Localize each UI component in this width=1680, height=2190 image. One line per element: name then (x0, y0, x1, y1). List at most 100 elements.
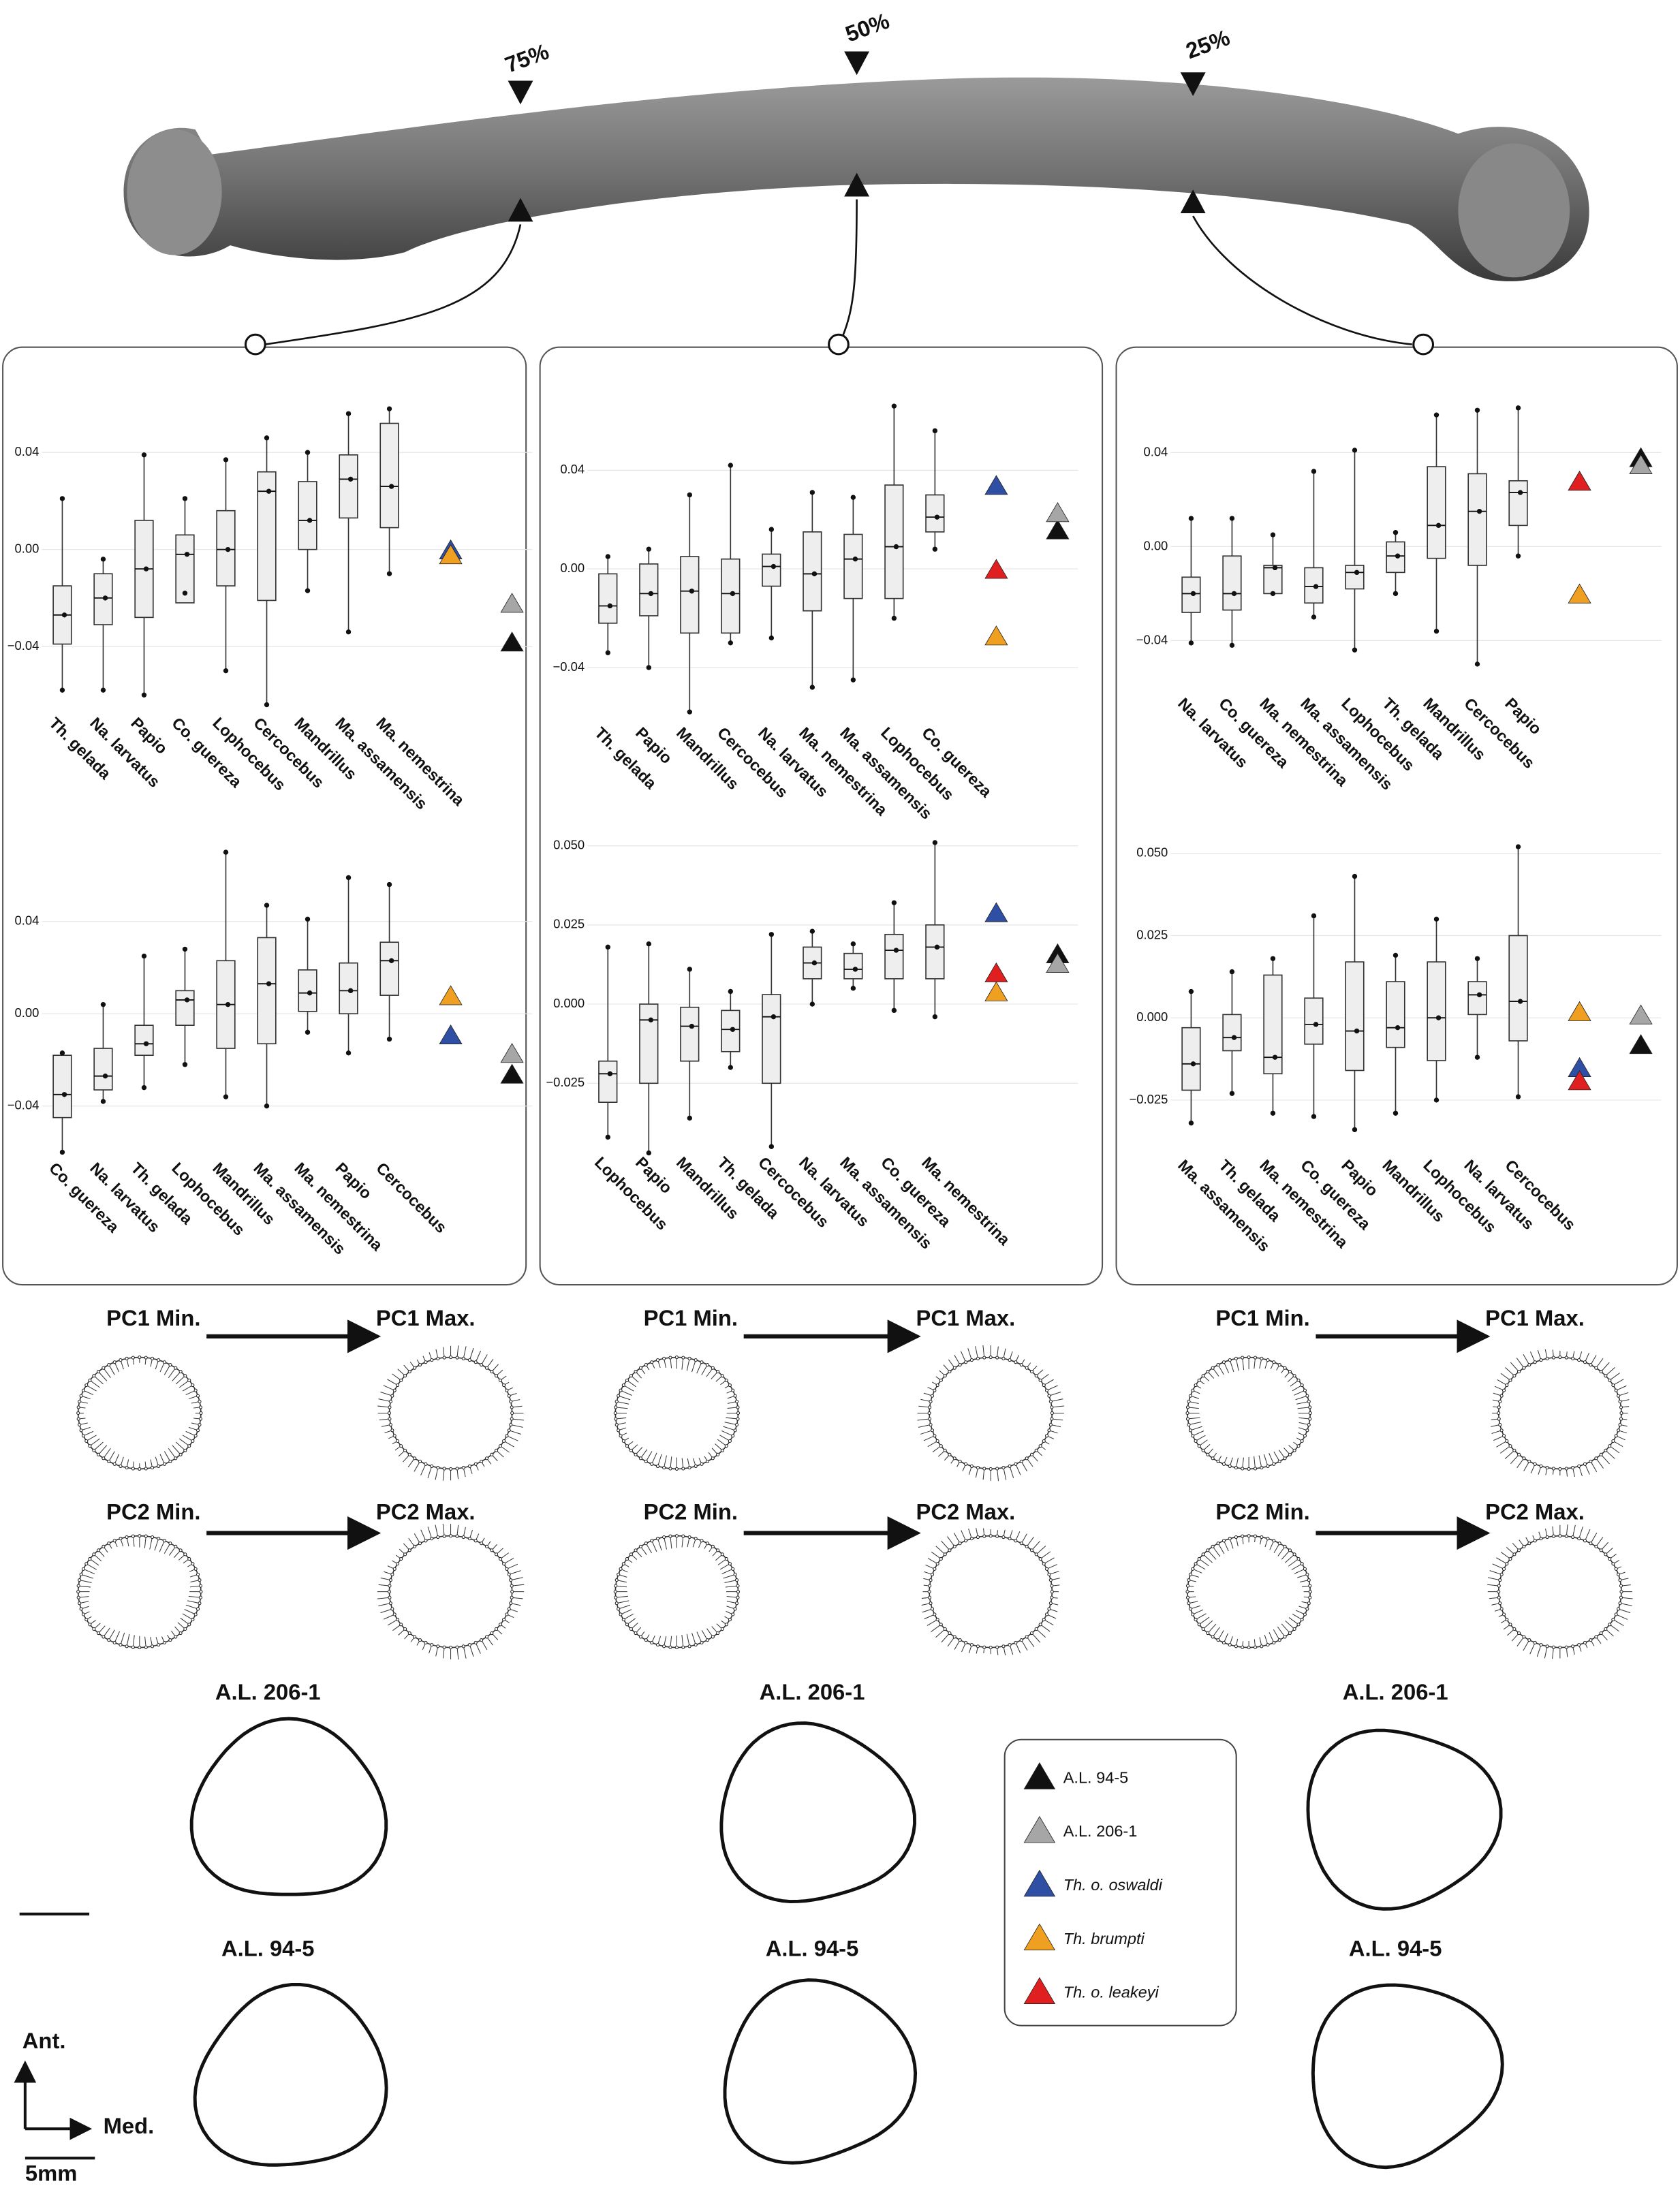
median-point (1190, 591, 1196, 597)
landmark (943, 1552, 947, 1557)
landmark (694, 1643, 698, 1647)
landmark (1308, 1595, 1312, 1599)
landmark (480, 1362, 484, 1367)
landmark (1188, 1428, 1192, 1433)
landmark (720, 1374, 724, 1378)
pc-label: PC2 Max. (1485, 1499, 1585, 1524)
vector (1510, 1362, 1519, 1372)
landmark (1617, 1607, 1621, 1611)
vector (947, 1636, 955, 1647)
landmark (1305, 1394, 1309, 1398)
vector (456, 1647, 459, 1660)
landmark (1272, 1462, 1276, 1466)
landmark (935, 1618, 939, 1622)
median-point (730, 1027, 736, 1032)
y-tick-label: −0.025 (1129, 1092, 1168, 1106)
landmark (442, 1534, 446, 1538)
landmark (388, 1595, 392, 1599)
vector (931, 1551, 942, 1559)
landmark (392, 1567, 396, 1571)
median-point (771, 563, 777, 569)
landmark (494, 1552, 499, 1557)
landmark (1277, 1638, 1281, 1642)
vector (719, 1435, 730, 1441)
vector (103, 1448, 111, 1459)
vector (935, 1546, 946, 1555)
landmark (119, 1358, 123, 1362)
landmark (705, 1362, 709, 1367)
extreme-point (100, 1099, 106, 1104)
vector (1043, 1619, 1054, 1626)
landmark (1253, 1645, 1258, 1649)
box (762, 553, 781, 587)
box (1467, 981, 1487, 1016)
landmark (1508, 1378, 1512, 1382)
landmark (480, 1638, 484, 1642)
landmark (1577, 1464, 1581, 1468)
landmark (199, 1590, 203, 1594)
vector (927, 1619, 938, 1626)
median-point (102, 595, 108, 601)
landmark (484, 1635, 489, 1639)
vector (1003, 1467, 1007, 1480)
landmark (1539, 1358, 1543, 1362)
landmark (982, 1356, 986, 1360)
landmark (995, 1645, 999, 1649)
landmark (509, 1422, 513, 1427)
vector (427, 1466, 433, 1479)
landmark (442, 1356, 446, 1360)
vector (442, 1647, 445, 1659)
extreme-point (100, 557, 106, 562)
landmark (1001, 1644, 1006, 1648)
landmark (619, 1567, 623, 1571)
landmark (674, 1646, 679, 1650)
landmark (733, 1428, 737, 1433)
vector (1500, 1373, 1511, 1381)
landmark (418, 1362, 422, 1367)
landmark (930, 1572, 935, 1576)
landmark (943, 1374, 947, 1378)
extreme-point (305, 588, 311, 593)
extreme-point (345, 629, 352, 635)
vector (1269, 1632, 1275, 1643)
deformation-grid (76, 1355, 203, 1471)
extreme-point (141, 452, 147, 458)
extreme-point (605, 554, 610, 559)
landmark (1305, 1607, 1309, 1611)
vector (1585, 1529, 1591, 1542)
deformation-grid (1487, 1524, 1633, 1659)
landmark (198, 1417, 203, 1421)
extreme-point (850, 986, 856, 991)
vector (1229, 1360, 1234, 1373)
landmark (952, 1635, 956, 1639)
vector (1516, 1636, 1525, 1646)
landmark (1034, 1448, 1038, 1452)
landmark (614, 1595, 618, 1599)
landmark (144, 1467, 148, 1471)
vector (997, 1468, 999, 1482)
landmark (625, 1444, 629, 1448)
landmark (650, 1640, 654, 1645)
landmark (507, 1572, 511, 1576)
cross-section (193, 1982, 388, 2167)
landmark (634, 1370, 638, 1374)
landmark (1292, 1552, 1296, 1557)
landmark (662, 1356, 666, 1360)
landmark (1539, 1643, 1543, 1647)
landmark (448, 1646, 453, 1650)
landmark (150, 1535, 155, 1539)
landmark (1618, 1578, 1622, 1582)
landmark (1307, 1601, 1311, 1606)
landmark (1014, 1462, 1018, 1466)
extreme-point (1393, 952, 1399, 958)
landmark (700, 1360, 704, 1364)
vector (443, 1347, 445, 1358)
section-label: 25% (1183, 25, 1233, 63)
vector (1040, 1624, 1051, 1632)
landmark (724, 1378, 728, 1382)
landmark (1594, 1544, 1598, 1548)
vector (1009, 1466, 1014, 1478)
vector (378, 1584, 390, 1586)
vector (1277, 1626, 1286, 1638)
vector (931, 1624, 942, 1632)
